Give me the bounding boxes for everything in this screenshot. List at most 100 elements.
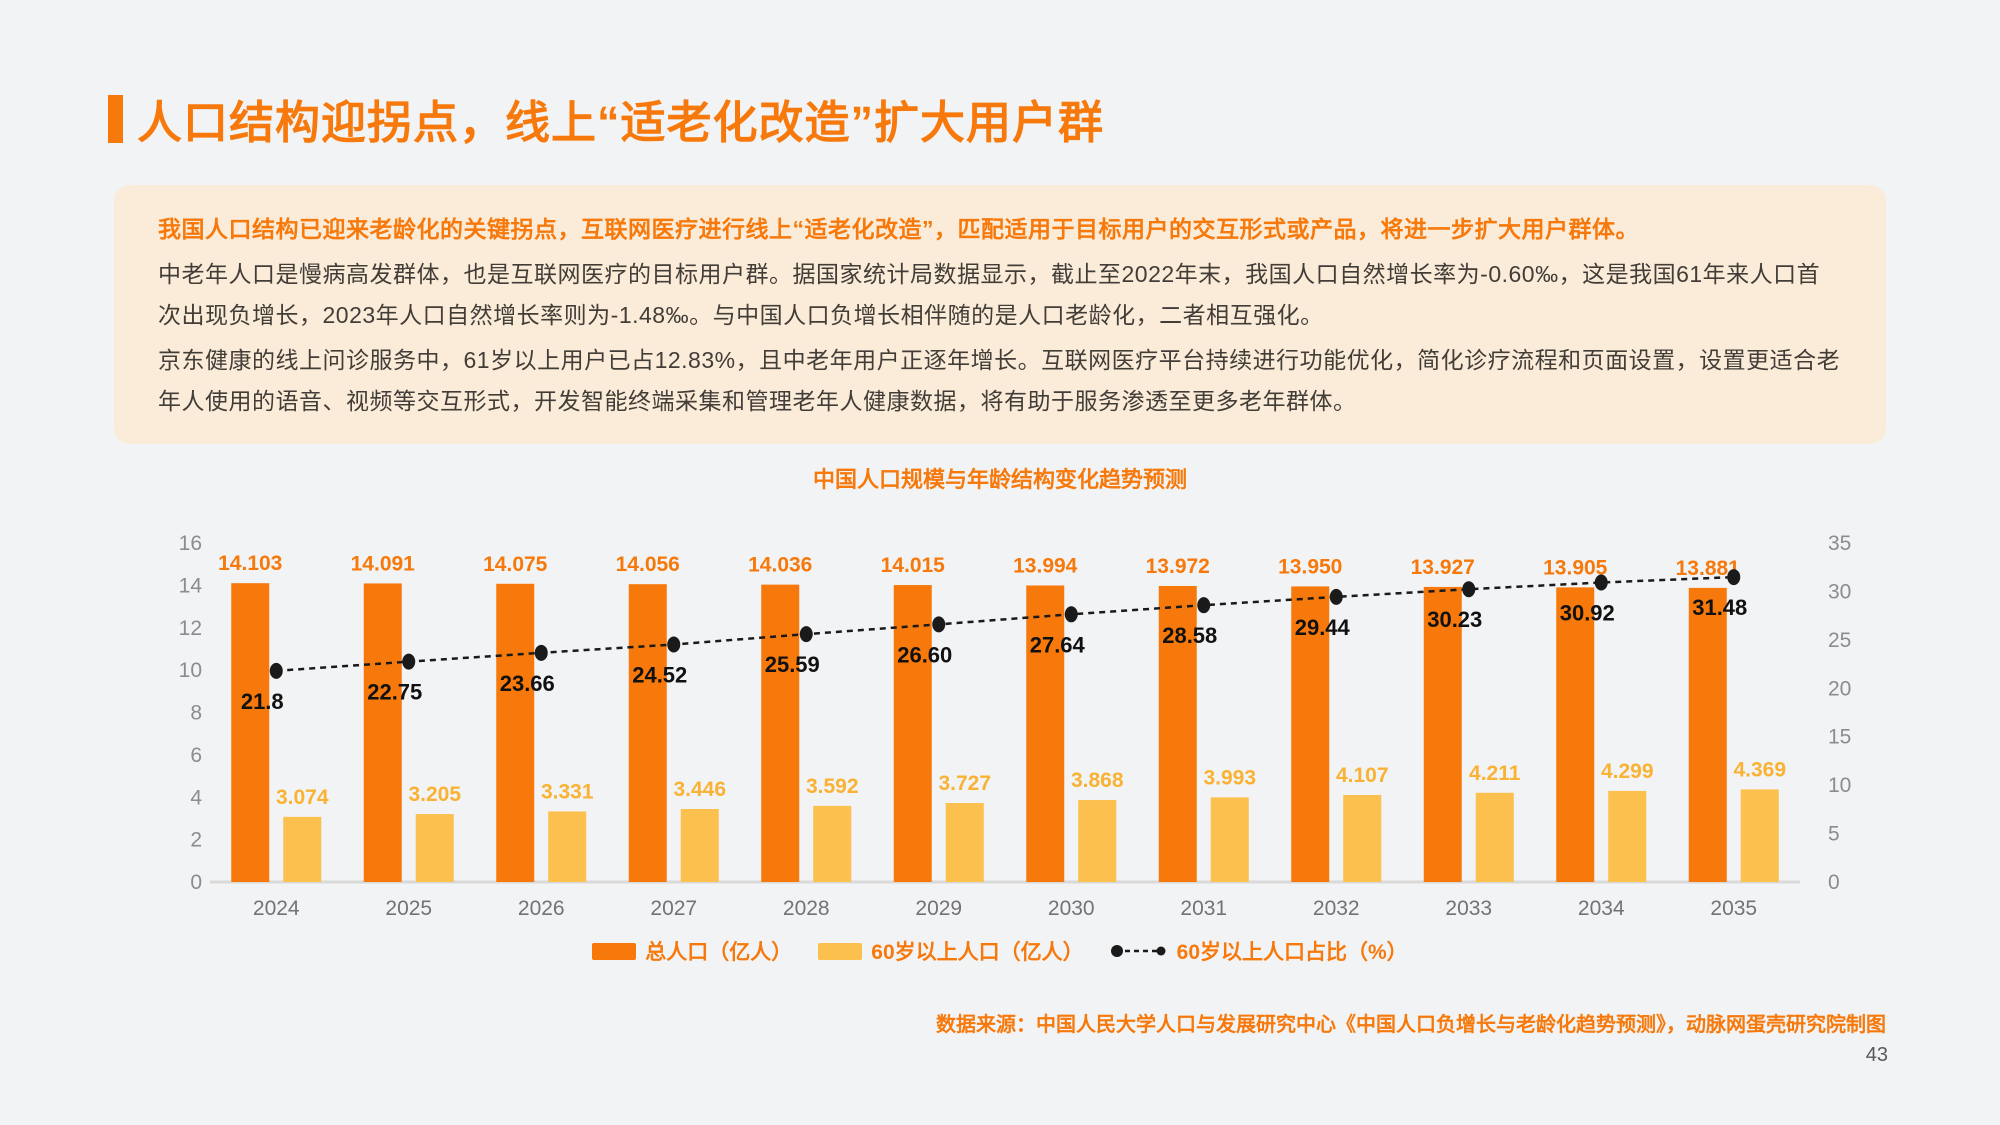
bar-over60-2028 xyxy=(813,805,852,882)
bar-over60-2031 xyxy=(1210,797,1249,882)
legend-label-total-population: 总人口（亿人） xyxy=(645,941,793,964)
right-axis-tick: 0 xyxy=(1828,871,1840,894)
share-label-2032: 29.44 xyxy=(1295,615,1351,640)
bar-total-2027 xyxy=(628,584,667,882)
legend-item-total-population: 总人口（亿人） xyxy=(592,936,792,966)
bar-over60-label-2032: 4.107 xyxy=(1336,764,1389,787)
share-point-2028 xyxy=(799,626,813,643)
bar-total-label-2026: 14.075 xyxy=(483,553,548,576)
x-axis-label-2035: 2035 xyxy=(1710,897,1757,920)
legend-item-over60-population: 60岁以上人口（亿人） xyxy=(818,936,1084,966)
left-axis-tick: 0 xyxy=(190,871,202,894)
share-point-2026 xyxy=(534,644,548,661)
share-point-2024 xyxy=(269,662,283,679)
right-axis-tick: 25 xyxy=(1828,629,1851,652)
x-axis-label-2027: 2027 xyxy=(650,897,697,920)
bar-over60-label-2035: 4.369 xyxy=(1733,758,1786,781)
share-line xyxy=(276,575,1734,673)
share-point-2027 xyxy=(667,636,681,653)
bar-over60-2032 xyxy=(1343,794,1382,882)
summary-paragraph-3: 京东健康的线上问诊服务中，61岁以上用户已占12.83%，且中老年用户正逐年增长… xyxy=(158,347,1841,414)
share-point-2032 xyxy=(1329,588,1343,605)
bar-over60-label-2031: 3.993 xyxy=(1203,766,1256,789)
bar-over60-2033 xyxy=(1475,792,1514,882)
share-label-2034: 30.92 xyxy=(1560,601,1615,626)
chart-legend: 总人口（亿人） 60岁以上人口（亿人） 60岁以上人口占比（%） xyxy=(0,936,2000,966)
right-axis-tick: 35 xyxy=(1828,532,1851,555)
x-axis-label-2032: 2032 xyxy=(1313,897,1360,920)
bar-over60-2025 xyxy=(415,814,454,882)
bar-total-label-2025: 14.091 xyxy=(351,552,416,575)
share-point-2031 xyxy=(1197,597,1211,614)
dashed-line-marker-icon xyxy=(1110,945,1166,957)
x-axis-label-2025: 2025 xyxy=(385,897,432,920)
bar-total-2034 xyxy=(1556,587,1595,882)
bar-over60-label-2030: 3.868 xyxy=(1071,769,1124,792)
legend-item-over60-share: 60岁以上人口占比（%） xyxy=(1110,936,1408,966)
share-label-2028: 25.59 xyxy=(765,652,820,677)
bar-over60-label-2034: 4.299 xyxy=(1601,760,1654,783)
bar-total-label-2032: 13.950 xyxy=(1278,555,1342,578)
header: 人口结构迎拐点，线上“适老化改造”扩大用户群 xyxy=(108,86,1104,151)
page-title: 人口结构迎拐点，线上“适老化改造”扩大用户群 xyxy=(137,97,1105,148)
data-source-text: 数据来源：中国人民大学人口与发展研究中心《中国人口负增长与老龄化趋势预测》，动脉… xyxy=(936,1014,1886,1036)
bar-total-label-2028: 14.036 xyxy=(748,554,812,577)
left-axis-tick: 4 xyxy=(190,786,202,809)
population-chart-svg: 02468101214160510152025303514.1033.07420… xyxy=(179,532,1852,920)
left-axis-tick: 6 xyxy=(190,744,202,767)
x-axis-label-2028: 2028 xyxy=(783,897,830,920)
share-point-2030 xyxy=(1064,606,1078,623)
x-axis-label-2031: 2031 xyxy=(1180,897,1227,920)
share-label-2027: 24.52 xyxy=(632,663,687,688)
bar-over60-2034 xyxy=(1608,790,1647,882)
bar-total-2031 xyxy=(1158,585,1197,882)
bar-total-label-2031: 13.972 xyxy=(1146,555,1210,578)
share-label-2025: 22.75 xyxy=(367,680,422,705)
bar-total-2029 xyxy=(893,585,932,882)
bar-over60-2026 xyxy=(548,811,587,882)
bar-over60-2027 xyxy=(680,808,719,882)
bar-total-label-2027: 14.056 xyxy=(616,553,680,576)
x-axis-label-2033: 2033 xyxy=(1445,897,1492,920)
bar-over60-label-2025: 3.205 xyxy=(408,783,461,806)
page-number: 43 xyxy=(1865,1044,1888,1066)
share-label-2030: 27.64 xyxy=(1030,632,1086,657)
left-axis-tick: 10 xyxy=(179,659,202,682)
bar-over60-2035 xyxy=(1740,789,1779,882)
title-accent-bar xyxy=(108,94,123,143)
x-axis-label-2030: 2030 xyxy=(1048,897,1095,920)
share-point-2035 xyxy=(1727,569,1741,586)
bar-total-2028 xyxy=(761,584,800,882)
bar-over60-label-2027: 3.446 xyxy=(673,778,726,801)
chart-title: 中国人口规模与年龄结构变化趋势预测 xyxy=(812,467,1187,492)
bar-over60-2029 xyxy=(945,803,984,882)
legend-label-over60-share: 60岁以上人口占比（%） xyxy=(1176,941,1408,964)
total-population-swatch-icon xyxy=(592,942,637,960)
legend-label-over60-population: 60岁以上人口（亿人） xyxy=(871,941,1084,964)
share-point-2033 xyxy=(1462,581,1476,598)
share-label-2026: 23.66 xyxy=(500,671,555,696)
summary-box: 我国人口结构已迎来老龄化的关键拐点，互联网医疗进行线上“适老化改造”，匹配适用于… xyxy=(114,185,1886,444)
bar-total-label-2035: 13.881 xyxy=(1676,557,1741,580)
bar-total-label-2034: 13.905 xyxy=(1543,556,1608,579)
bar-total-2025 xyxy=(363,583,402,882)
x-axis-label-2034: 2034 xyxy=(1578,897,1625,920)
bar-total-2033 xyxy=(1423,586,1462,882)
bar-total-label-2029: 14.015 xyxy=(881,554,946,577)
bar-over60-label-2026: 3.331 xyxy=(541,780,594,803)
bar-over60-label-2029: 3.727 xyxy=(938,772,991,795)
x-axis-label-2026: 2026 xyxy=(518,897,565,920)
bar-over60-2024 xyxy=(283,816,322,882)
right-axis-tick: 30 xyxy=(1828,580,1851,603)
over60-population-swatch-icon xyxy=(818,942,863,960)
summary-highlight-text: 我国人口结构已迎来老龄化的关键拐点，互联网医疗进行线上“适老化改造”，匹配适用于… xyxy=(158,216,1639,242)
share-point-2025 xyxy=(402,653,416,670)
bar-over60-label-2028: 3.592 xyxy=(806,775,859,798)
share-point-2034 xyxy=(1594,574,1608,591)
bar-total-2030 xyxy=(1026,585,1065,882)
summary-paragraph-2: 中老年人口是慢病高发群体，也是互联网医疗的目标用户群。据国家统计局数据显示，截止… xyxy=(158,261,1821,328)
left-axis-tick: 16 xyxy=(179,532,202,555)
bar-total-2024 xyxy=(231,583,270,882)
bar-over60-2030 xyxy=(1078,800,1117,882)
bar-total-label-2024: 14.103 xyxy=(218,552,282,575)
